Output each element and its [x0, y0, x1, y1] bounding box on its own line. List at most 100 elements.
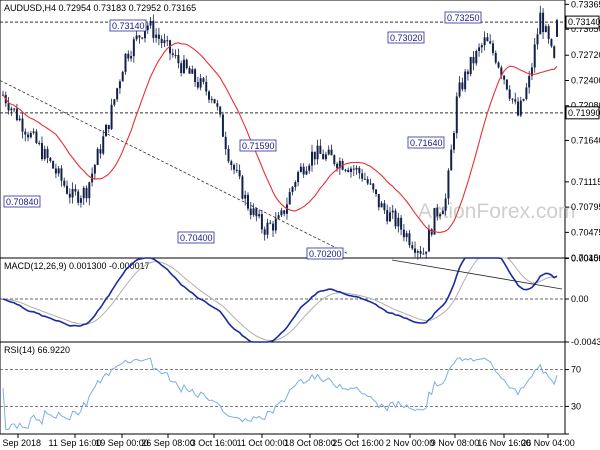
candle-body	[519, 100, 522, 116]
candle-body	[213, 99, 216, 104]
candle-body	[547, 26, 550, 40]
candle-body	[383, 203, 386, 211]
candle-body	[327, 149, 330, 155]
candle-body	[324, 154, 327, 160]
swing-label-box	[306, 247, 344, 260]
candle-body	[441, 210, 444, 215]
price-level-label: 0.71990	[568, 108, 600, 118]
rsi-tick-label: 30	[571, 401, 581, 411]
candle-body	[530, 67, 533, 76]
candle-body	[444, 198, 447, 211]
candle-body	[280, 210, 283, 216]
candle-body	[52, 161, 55, 169]
candle-body	[405, 233, 408, 238]
candle-body	[141, 37, 144, 39]
candle-body	[27, 134, 30, 138]
moving-average	[2, 42, 558, 233]
swing-label-box	[3, 195, 41, 208]
candle-body	[349, 168, 352, 172]
macd-tick-label: 0.00	[571, 294, 589, 304]
time-tick-label: 26 Sep 08:00	[141, 438, 195, 448]
candle-body	[291, 187, 294, 193]
time-tick-label: 4 Sep 2018	[0, 438, 41, 448]
candle-body	[550, 39, 553, 47]
candle-body	[302, 166, 305, 175]
candle-body	[416, 251, 419, 253]
candle-body	[166, 40, 169, 42]
rsi-line	[2, 356, 558, 430]
swing-label-box	[109, 19, 147, 32]
candle-body	[7, 103, 10, 111]
candle-body	[238, 170, 241, 177]
candle-body	[553, 46, 556, 58]
candle-body	[319, 145, 322, 154]
candle-body	[88, 182, 91, 199]
candle-body	[480, 45, 483, 48]
candle-body	[174, 54, 177, 56]
candle-body	[132, 39, 135, 57]
candle-body	[377, 194, 380, 208]
time-tick-label: 18 Oct 08:00	[284, 438, 336, 448]
price-level-label: 0.73140	[568, 17, 600, 27]
macd-tick-label: -0.0043	[571, 337, 600, 347]
candle-body	[191, 69, 194, 74]
candle-body	[414, 248, 417, 253]
candle-body	[177, 54, 180, 64]
candle-body	[514, 99, 517, 102]
candle-body	[391, 210, 394, 213]
candle-body	[386, 210, 389, 222]
candle-body	[419, 251, 422, 254]
candle-body	[224, 136, 227, 150]
price-tick-label: 0.71640	[571, 135, 600, 145]
candle-body	[427, 229, 430, 252]
macd-panel	[0, 257, 566, 343]
candle-body	[163, 40, 166, 44]
candle-body	[372, 183, 375, 190]
candle-body	[316, 145, 319, 160]
swing-label: 0.71640	[410, 138, 443, 148]
candle-body	[539, 12, 542, 35]
candle-body	[171, 53, 174, 55]
candle-body	[272, 223, 275, 231]
swing-label-box	[407, 136, 445, 149]
candle-body	[544, 26, 547, 33]
price-level-box	[565, 106, 600, 120]
candle-body	[455, 96, 458, 134]
candle-body	[411, 245, 414, 249]
candle-body	[525, 87, 528, 100]
candle-body	[205, 81, 208, 92]
candle-body	[361, 173, 364, 179]
candle-body	[511, 98, 514, 100]
candle-body	[469, 56, 472, 75]
candle-body	[542, 12, 545, 33]
candle-body	[380, 203, 383, 208]
candle-body	[505, 79, 508, 90]
candle-body	[35, 131, 38, 144]
candle-body	[10, 108, 13, 111]
candle-body	[244, 194, 247, 199]
candle-body	[46, 149, 49, 158]
candle-body	[336, 163, 339, 169]
candle-body	[252, 208, 255, 215]
candle-body	[497, 62, 500, 68]
candle-body	[57, 168, 60, 174]
candle-body	[246, 194, 249, 209]
candle-body	[124, 53, 127, 72]
swing-label: 0.70840	[6, 197, 39, 207]
swing-label-box	[239, 139, 277, 152]
macd-trendline	[391, 259, 563, 290]
candle-body	[288, 192, 291, 205]
candle-body	[185, 59, 188, 69]
candle-body	[21, 118, 24, 132]
swing-label: 0.73140	[112, 21, 145, 31]
candle-body	[180, 63, 183, 74]
candle-body	[400, 217, 403, 230]
candle-body	[536, 34, 539, 45]
candle-body	[397, 217, 400, 227]
price-tick-label: 0.71115	[571, 177, 600, 187]
candle-body	[494, 52, 497, 63]
candles	[2, 5, 558, 260]
